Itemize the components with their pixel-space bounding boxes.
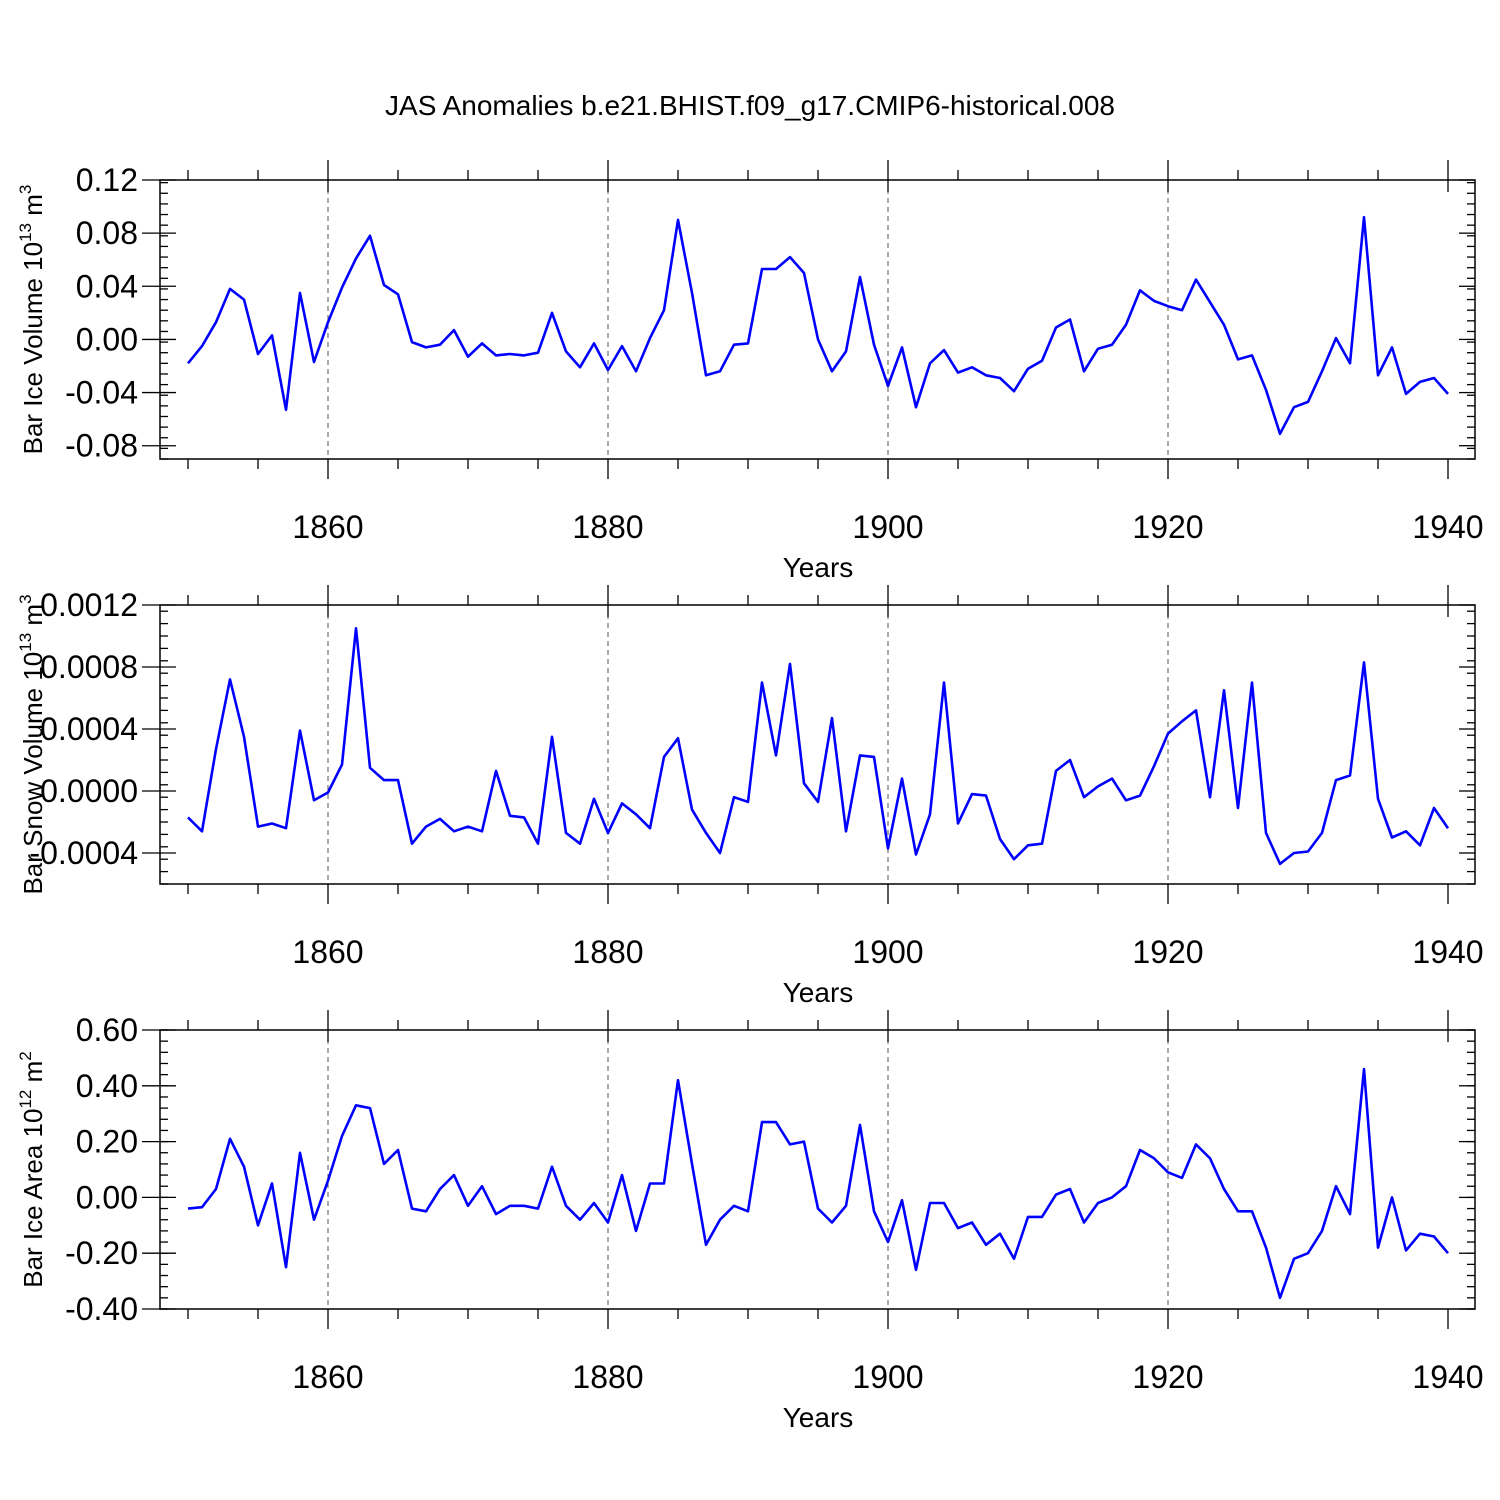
y-tick-label: -0.04 (65, 375, 138, 411)
y-tick-label: 0.04 (76, 268, 138, 304)
panel-1: -0.08 -0.04 0.00 0.04 0.08 0.12 1860 1880 1900 19… (16, 160, 1484, 583)
x-axis-label: Years (783, 552, 854, 583)
y-axis-label: Bar Snow Volume 1013 m3 (16, 594, 48, 894)
y-tick-label: 0.0008 (40, 649, 138, 685)
x-tick-label: 1900 (852, 934, 923, 970)
x-tick-label: 1920 (1132, 934, 1203, 970)
plot-frame (159, 179, 1476, 460)
x-tick-label: 1900 (852, 509, 923, 545)
y-tick-label: 0.08 (76, 215, 138, 251)
x-tick-label: 1920 (1132, 509, 1203, 545)
y-axis-label: Bar Ice Area 1012 m2 (16, 1051, 48, 1288)
y-tick-label: 0.60 (76, 1012, 138, 1048)
y-axis-label: Bar Ice Volume 1013 m3 (16, 185, 48, 455)
y-tick-label: 0.00 (76, 1179, 138, 1215)
y-tick-label: 0.40 (76, 1068, 138, 1104)
y-tick-label: -0.20 (65, 1235, 138, 1271)
y-tick-label: 0.0004 (40, 711, 138, 747)
x-tick-label: 1920 (1132, 1359, 1203, 1395)
y-tick-label: -0.0004 (29, 835, 138, 871)
plot-frame (159, 1029, 1476, 1310)
x-tick-label: 1940 (1412, 1359, 1483, 1395)
x-tick-label: 1940 (1412, 934, 1483, 970)
y-tick-label: 0.0012 (40, 587, 138, 623)
x-tick-label: 1880 (572, 1359, 643, 1395)
x-tick-label: 1900 (852, 1359, 923, 1395)
series-line-bar-ice-volume (186, 215, 1449, 436)
x-tick-label: 1880 (572, 509, 643, 545)
x-tick-label: 1880 (572, 934, 643, 970)
panel-3: -0.40 -0.20 0.00 0.20 0.40 0.60 1860 1880 1900 19… (16, 1010, 1484, 1433)
y-tick-label: 0.0000 (40, 773, 138, 809)
chart-title: JAS Anomalies b.e21.BHIST.f09_g17.CMIP6-… (385, 90, 1115, 121)
y-tick-label: 0.12 (76, 162, 138, 198)
x-tick-label: 1860 (292, 509, 363, 545)
series-line-bar-snow-volume (187, 626, 1450, 866)
x-tick-label: 1860 (292, 1359, 363, 1395)
x-axis-label: Years (783, 977, 854, 1008)
y-tick-label: 0.20 (76, 1124, 138, 1160)
panel-2: -0.0004 0.0000 0.0004 0.0008 0.0012 1860 1880 1… (16, 585, 1484, 1008)
x-tick-label: 1860 (292, 934, 363, 970)
x-axis-label: Years (783, 1402, 854, 1433)
y-tick-label: -0.40 (65, 1291, 138, 1327)
y-tick-label: 0.00 (76, 321, 138, 357)
x-tick-label: 1940 (1412, 509, 1483, 545)
y-tick-label: -0.08 (65, 428, 138, 464)
series-line-bar-ice-area (187, 1067, 1449, 1300)
